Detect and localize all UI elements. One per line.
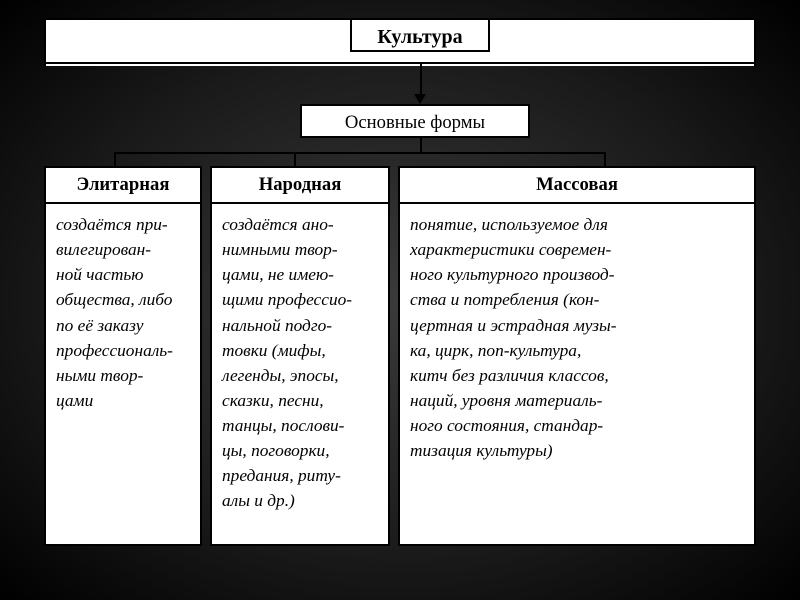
col-desc-0-text: создаётся при- вилегирован- ной частью о… xyxy=(56,215,173,410)
col-desc-0: создаётся при- вилегирован- ной частью о… xyxy=(44,204,202,546)
sub-stem xyxy=(420,138,422,152)
root-box: Культура xyxy=(350,18,490,52)
col-title-0-label: Элитарная xyxy=(77,174,170,195)
arrow-stem xyxy=(420,62,422,96)
col-desc-2: понятие, используемое для характеристики… xyxy=(398,204,756,546)
col-title-1-label: Народная xyxy=(259,174,342,195)
col-desc-1-text: создаётся ано- нимными твор- цами, не им… xyxy=(222,215,352,510)
connector-hline xyxy=(114,152,604,154)
arrow-head xyxy=(414,94,426,104)
root-underline xyxy=(44,62,756,64)
col-desc-1: создаётся ано- нимными твор- цами, не им… xyxy=(210,204,390,546)
col-desc-2-text: понятие, используемое для характеристики… xyxy=(410,215,617,460)
stem-col-0 xyxy=(114,152,116,166)
col-title-0: Элитарная xyxy=(44,166,202,204)
root-label: Культура xyxy=(377,26,462,48)
sub-label: Основные формы xyxy=(345,112,485,133)
diagram-canvas: Культура Основные формы Элитарная создаё… xyxy=(44,18,756,546)
col-title-1: Народная xyxy=(210,166,390,204)
col-title-2: Массовая xyxy=(398,166,756,204)
col-title-2-label: Массовая xyxy=(536,174,618,195)
stem-col-2 xyxy=(604,152,606,166)
sub-box: Основные формы xyxy=(300,104,530,138)
stem-col-1 xyxy=(294,152,296,166)
